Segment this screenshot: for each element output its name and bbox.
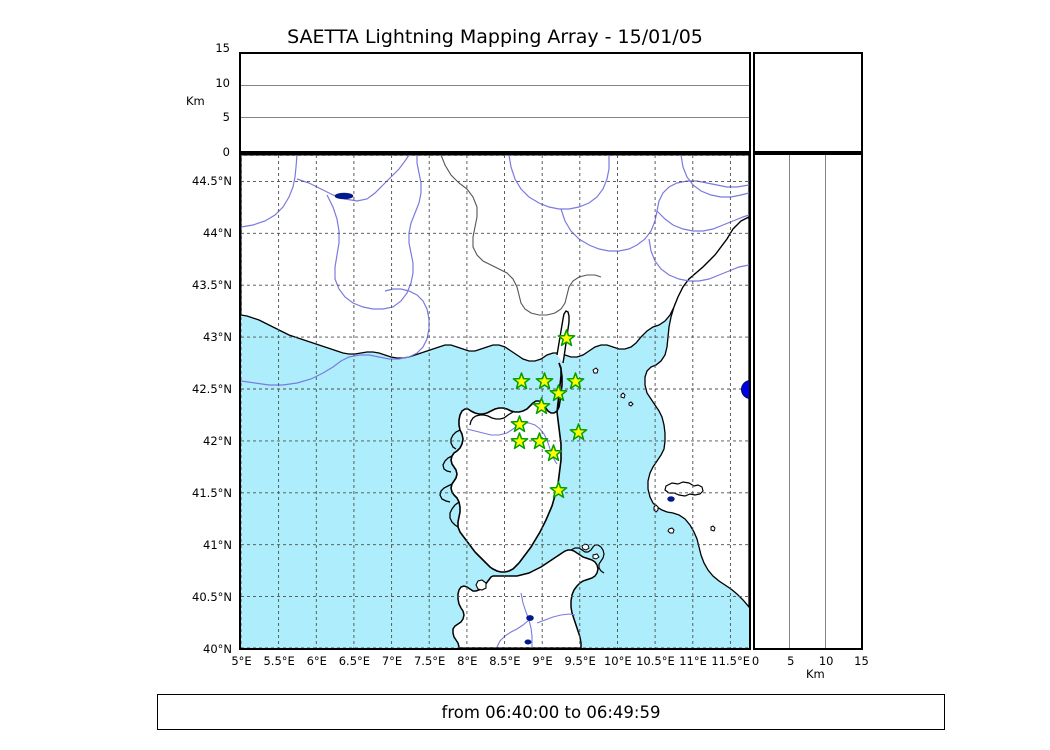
map-panel[interactable] <box>239 153 751 650</box>
lat-tick-label: 44°N <box>203 226 232 241</box>
corner-panel[interactable] <box>753 52 863 153</box>
station-marker[interactable] <box>549 480 568 500</box>
station-marker[interactable] <box>557 329 576 348</box>
right-panel-tick-label: 10 <box>818 653 834 668</box>
lat-tick-label: 41°N <box>203 537 232 552</box>
lon-tick-label: 10°E <box>603 653 632 668</box>
lon-tick-label: 6°E <box>306 653 327 668</box>
station-marker[interactable] <box>566 371 585 391</box>
top-panel-axis-label-km: Km <box>186 94 205 108</box>
lon-tick-label: 10.5°E <box>636 653 675 668</box>
right-panel-gridline-10km <box>825 155 826 648</box>
time-range-text: from 06:40:00 to 06:49:59 <box>441 702 661 722</box>
lon-tick-label: 11°E <box>679 653 707 668</box>
station-marker[interactable] <box>530 432 549 451</box>
lat-tick-label: 43.5°N <box>192 278 232 293</box>
lon-tick-label: 7°E <box>381 653 403 668</box>
lat-tick-label: 42.5°N <box>192 382 232 397</box>
lon-tick-label: 7.5°E <box>413 653 446 668</box>
lat-tick-label: 40°N <box>203 641 232 656</box>
lat-tick-label: 43°N <box>203 330 232 345</box>
right-panel-tick-label: 0 <box>751 653 760 668</box>
lat-tick-label: 42°N <box>203 433 232 448</box>
altitude-latitude-panel[interactable] <box>753 153 863 650</box>
top-panel-gridline-5km <box>241 117 749 118</box>
station-marker[interactable] <box>510 415 529 434</box>
top-ytick-10: 10 <box>215 76 230 90</box>
station-marker[interactable] <box>512 371 531 391</box>
right-panel-gridline-5km <box>789 155 790 648</box>
top-ytick-5: 5 <box>222 110 230 124</box>
station-marker[interactable] <box>535 371 554 391</box>
right-panel-tick-label: 5 <box>787 653 795 668</box>
lat-tick-label: 41.5°N <box>192 485 232 500</box>
right-panel-tick-label: 15 <box>854 653 869 668</box>
station-marker[interactable] <box>510 432 529 451</box>
station-marker[interactable] <box>549 384 568 403</box>
time-range-bar[interactable]: from 06:40:00 to 06:49:59 <box>157 694 945 730</box>
top-ytick-0: 0 <box>222 145 230 159</box>
right-panel-axis-label-km: Km <box>806 667 825 681</box>
top-panel-gridline-10km <box>241 85 749 86</box>
lon-tick-label: 8.5°E <box>489 653 521 668</box>
map-geography <box>241 155 749 648</box>
lon-tick-label: 9°E <box>532 653 553 668</box>
station-marker[interactable] <box>532 396 551 416</box>
altitude-longitude-panel[interactable] <box>239 52 751 153</box>
lon-tick-label: 5°E <box>231 653 252 668</box>
lat-tick-label: 44.5°N <box>192 174 232 189</box>
lon-tick-label: 11.5°E <box>711 653 750 668</box>
station-marker[interactable] <box>569 422 588 442</box>
lon-tick-label: 8°E <box>457 653 478 668</box>
page-title: SAETTA Lightning Mapping Array - 15/01/0… <box>287 26 703 48</box>
lat-tick-label: 40.5°N <box>192 589 232 604</box>
lon-tick-label: 6.5°E <box>338 653 371 668</box>
lon-tick-label: 9.5°E <box>564 653 596 668</box>
lon-tick-label: 5.5°E <box>263 653 295 668</box>
station-marker[interactable] <box>544 444 563 463</box>
top-ytick-15: 15 <box>215 41 230 55</box>
